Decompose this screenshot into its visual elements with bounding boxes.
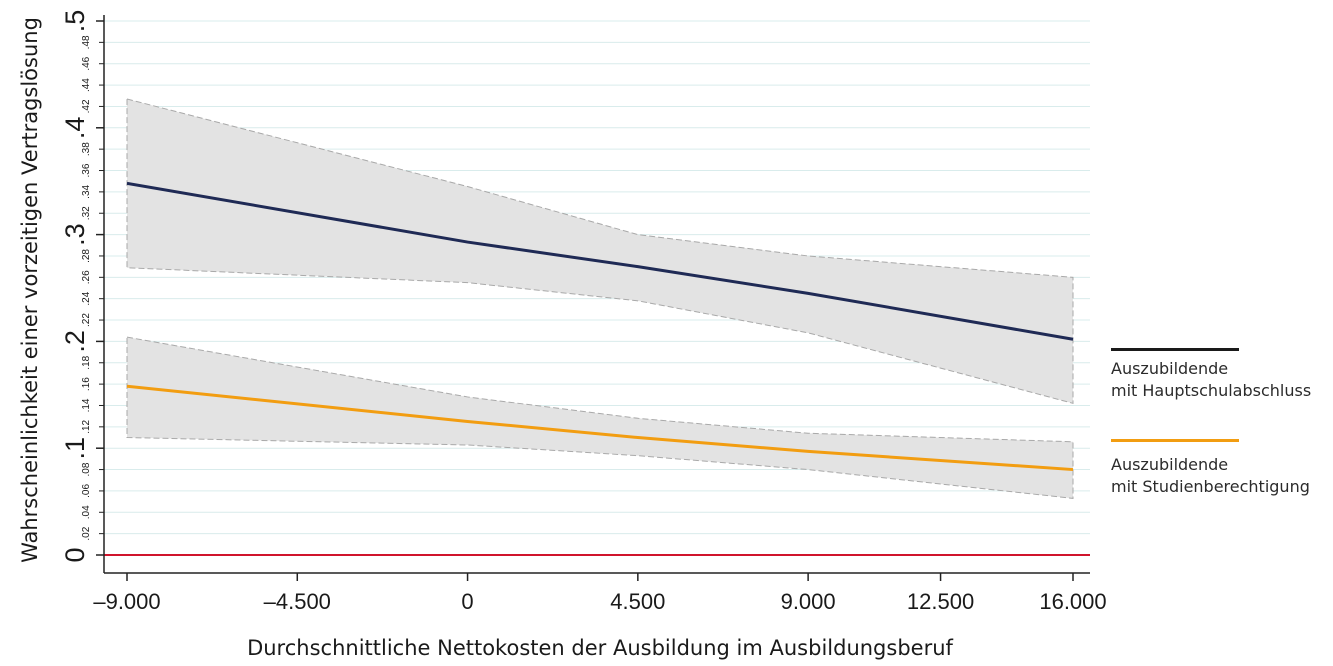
y-ticks: 0 .1 .2 .3 .4 .5 .02 .04 .06 .08 .12 .14 .16 .18 .22 .2…	[60, 10, 104, 563]
x-tick-label: 9.000	[781, 589, 836, 614]
y-minor-tick-label: .26	[81, 270, 92, 284]
y-minor-tick-label: .48	[81, 35, 92, 49]
y-minor-tick-label: .02	[81, 526, 92, 540]
y-minor-tick-label: .12	[81, 419, 92, 433]
y-major-tick-label: .3	[60, 223, 90, 246]
series-line-2	[126, 384, 1074, 472]
y-major-tick-label: 0	[60, 547, 90, 562]
y-minor-tick-label: .04	[81, 505, 92, 519]
y-minor-tick-label: .36	[81, 163, 92, 177]
confidence-band-1	[126, 98, 1074, 404]
legend-label-hauptschul: Auszubildende mit Hauptschulabschluss	[1111, 359, 1312, 400]
x-tick-label: –4.500	[264, 589, 331, 614]
y-major-tick-label: .1	[60, 437, 90, 460]
y-minor-tick-label: .24	[81, 291, 92, 305]
axes	[103, 15, 1090, 574]
y-minor-tick-label: .38	[81, 142, 92, 156]
y-minor-tick-label: .42	[81, 99, 92, 113]
x-axis-title: Durchschnittliche Nettokosten der Ausbil…	[247, 636, 953, 660]
legend-swatch-studien	[1111, 439, 1239, 442]
y-minor-tick-label: .16	[81, 377, 92, 391]
y-axis-title: Wahrscheinlichkeit einer vorzeitigen Ver…	[18, 17, 42, 563]
x-tick-label: 12.500	[907, 589, 974, 614]
legend-swatch-hauptschul	[1111, 348, 1239, 351]
y-minor-tick-label: .18	[81, 355, 92, 369]
x-ticks: –9.000 –4.500 0 4.500 9.000 12.500 16.000	[93, 573, 1107, 614]
y-minor-tick-label: .28	[81, 249, 92, 263]
x-tick-label: 0	[461, 589, 473, 614]
y-minor-tick-label: .14	[81, 398, 92, 412]
y-minor-tick-label: .34	[81, 184, 92, 198]
x-tick-label: –9.000	[93, 589, 160, 614]
y-major-tick-label: .5	[60, 10, 90, 33]
confidence-bands	[126, 98, 1074, 499]
confidence-band-2	[126, 336, 1074, 499]
legend-label-studien: Auszubildende mit Studienberechtigung	[1111, 455, 1310, 496]
y-major-tick-label: .2	[60, 330, 90, 353]
y-minor-tick-label: .46	[81, 56, 92, 70]
x-tick-label: 4.500	[610, 589, 665, 614]
y-minor-tick-label: .22	[81, 313, 92, 327]
series-lines	[126, 181, 1074, 472]
x-tick-label: 16.000	[1039, 589, 1106, 614]
y-major-tick-label: .4	[60, 117, 90, 140]
y-minor-tick-label: .32	[81, 206, 92, 220]
y-minor-tick-label: .44	[81, 78, 92, 92]
y-minor-tick-label: .06	[81, 484, 92, 498]
y-minor-tick-label: .08	[81, 462, 92, 476]
series-line-1	[126, 181, 1074, 341]
